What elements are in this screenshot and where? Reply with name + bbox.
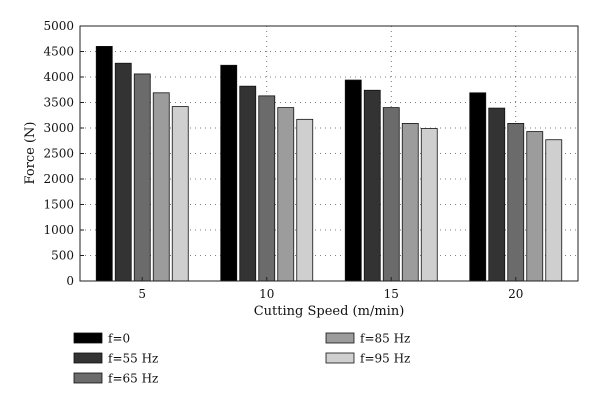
bar	[171, 106, 189, 282]
legend-swatch	[73, 332, 103, 344]
bar	[401, 123, 419, 282]
bar	[488, 107, 506, 282]
legend-label: f=0	[108, 332, 130, 346]
bar	[95, 46, 113, 282]
bar	[133, 73, 151, 282]
bar	[507, 123, 525, 282]
y-tick-label: 3500	[43, 96, 74, 110]
bar	[545, 139, 563, 282]
bar	[344, 79, 362, 282]
y-tick-label: 4000	[43, 70, 74, 84]
bar	[114, 62, 132, 282]
legend-swatch	[325, 352, 355, 364]
y-tick-label: 1500	[43, 198, 74, 212]
bar	[469, 92, 487, 282]
legend: f=0 f=55 Hz f=65 Hz f=85 Hz f=95 Hz	[73, 332, 410, 386]
legend-label: f=55 Hz	[108, 352, 158, 366]
bar	[152, 92, 170, 282]
bar	[220, 64, 238, 282]
legend-label: f=65 Hz	[108, 372, 158, 386]
y-tick-label: 0	[66, 274, 74, 288]
bar	[363, 89, 381, 282]
legend-swatch	[73, 352, 103, 364]
x-tick-label: 10	[259, 287, 274, 301]
y-tick-label: 3000	[43, 121, 74, 135]
bar	[258, 95, 276, 282]
legend-label: f=85 Hz	[360, 332, 410, 346]
bar	[382, 107, 400, 282]
legend-label: f=95 Hz	[360, 352, 410, 366]
x-tick-label: 5	[138, 287, 146, 301]
bars	[95, 46, 563, 282]
y-tick-label: 2500	[43, 147, 74, 161]
y-axis-title: Force (N)	[23, 122, 38, 185]
y-tick-label: 500	[51, 249, 74, 263]
y-tick-label: 1000	[43, 223, 74, 237]
bar	[526, 131, 544, 282]
y-tick-label: 2000	[43, 172, 74, 186]
x-axis-ticks: 5 10 15 20	[138, 277, 523, 301]
bar	[420, 128, 438, 282]
y-axis-ticks: 0 500 1000 1500 2000 2500 3000 3500 4000 4500 5000	[43, 19, 84, 288]
y-tick-label: 5000	[43, 19, 74, 33]
bar	[277, 107, 295, 282]
bar	[239, 85, 257, 282]
x-tick-label: 20	[508, 287, 523, 301]
x-tick-label: 15	[384, 287, 399, 301]
x-axis-title: Cutting Speed (m/min)	[254, 304, 405, 319]
bar	[296, 118, 314, 282]
y-tick-label: 4500	[43, 45, 74, 59]
legend-swatch	[325, 332, 355, 344]
legend-swatch	[73, 372, 103, 384]
